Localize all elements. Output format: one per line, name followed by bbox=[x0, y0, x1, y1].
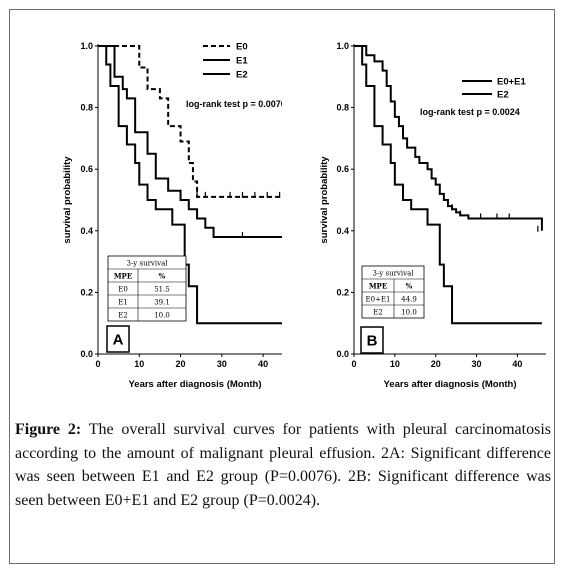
x-tick-label: 30 bbox=[217, 359, 227, 369]
table-title: 3-y survival bbox=[126, 260, 168, 268]
table-cell: E1 bbox=[118, 299, 128, 307]
table-header: % bbox=[406, 282, 413, 291]
table-border bbox=[107, 255, 187, 322]
table-header: MPE bbox=[114, 272, 132, 281]
table-header: MPE bbox=[369, 282, 387, 291]
x-tick-label: 40 bbox=[258, 359, 268, 369]
table-cell: E2 bbox=[373, 309, 383, 317]
km-curve-e2 bbox=[354, 45, 542, 325]
x-tick-label: 30 bbox=[472, 359, 482, 369]
logrank-annotation: log-rank test p = 0.0076 bbox=[186, 99, 282, 109]
logrank-annotation: log-rank test p = 0.0024 bbox=[420, 107, 520, 117]
km-curve-e0-e1 bbox=[354, 45, 543, 231]
km-chart-a: 0.0 0.2 0.4 0.6 0.8 1.0 0 10 20 30 40 Years after d… bbox=[62, 41, 282, 390]
table-cell: 10.0 bbox=[401, 309, 417, 317]
panel-letter-box bbox=[360, 326, 384, 354]
figure-caption: Figure 2: The overall survival curves fo… bbox=[15, 418, 551, 512]
y-tick-label: 0.2 bbox=[336, 287, 349, 297]
y-tick-label: 0.4 bbox=[336, 226, 349, 236]
km-curve-e1 bbox=[98, 45, 282, 238]
y-axis-label: survival probability bbox=[319, 156, 330, 244]
table-cell: E0 bbox=[118, 286, 128, 294]
table-cell: 39.1 bbox=[154, 299, 170, 307]
table-title: 3-y survival bbox=[372, 270, 414, 278]
table-cell: 44.9 bbox=[401, 296, 417, 304]
y-tick-label: 1.0 bbox=[80, 41, 93, 51]
legend-label: E1 bbox=[236, 56, 248, 67]
caption-label: Figure 2: bbox=[15, 421, 82, 438]
km-chart-b: 0.0 0.2 0.4 0.6 0.8 1.0 0 10 20 30 40 Years after d… bbox=[319, 41, 546, 390]
y-tick-label: 0.8 bbox=[80, 103, 93, 113]
x-tick-label: 40 bbox=[512, 359, 522, 369]
y-tick-label: 0.6 bbox=[80, 164, 93, 174]
y-tick-label: 0.0 bbox=[80, 349, 93, 359]
x-tick-label: 10 bbox=[134, 359, 144, 369]
table-cell: 10.0 bbox=[154, 312, 170, 320]
y-tick-label: 0.8 bbox=[336, 103, 349, 113]
table-cell: E0+E1 bbox=[366, 296, 391, 304]
x-axis-label: Years after diagnosis (Month) bbox=[383, 379, 516, 390]
x-tick-label: 20 bbox=[176, 359, 186, 369]
x-axis-label: Years after diagnosis (Month) bbox=[128, 379, 261, 390]
legend-label: E2 bbox=[236, 70, 248, 81]
y-tick-label: 1.0 bbox=[336, 41, 349, 51]
panel-letter-box bbox=[106, 325, 130, 353]
figure-frame bbox=[9, 9, 555, 564]
legend-label: E2 bbox=[497, 90, 509, 101]
survival-table: 3-y survival MPE % E0+E1 44.9 E2 10.0 bbox=[361, 265, 425, 319]
legend-label: E0 bbox=[236, 42, 248, 53]
x-tick-label: 10 bbox=[390, 359, 400, 369]
y-axis-label: survival probability bbox=[62, 156, 73, 244]
table-header: % bbox=[159, 272, 166, 281]
table-cell: E2 bbox=[118, 312, 128, 320]
survival-table: 3-y survival MPE % E0 51.5 E1 39.1 E2 10.0 bbox=[107, 255, 187, 322]
km-curve-e0 bbox=[98, 45, 282, 198]
legend-label: E0+E1 bbox=[497, 77, 527, 88]
x-tick-label: 20 bbox=[431, 359, 441, 369]
km-curve-e2 bbox=[98, 45, 282, 325]
y-tick-label: 0.6 bbox=[336, 164, 349, 174]
caption-text: The overall survival curves for patients… bbox=[15, 421, 551, 509]
y-tick-label: 0.4 bbox=[80, 226, 93, 236]
y-tick-label: 0.0 bbox=[336, 349, 349, 359]
y-tick-label: 0.2 bbox=[80, 287, 93, 297]
x-tick-label: 0 bbox=[95, 359, 100, 369]
panel-letter: B bbox=[367, 333, 378, 350]
table-cell: 51.5 bbox=[154, 286, 170, 294]
panel-letter: A bbox=[113, 332, 124, 349]
x-tick-label: 0 bbox=[351, 359, 356, 369]
